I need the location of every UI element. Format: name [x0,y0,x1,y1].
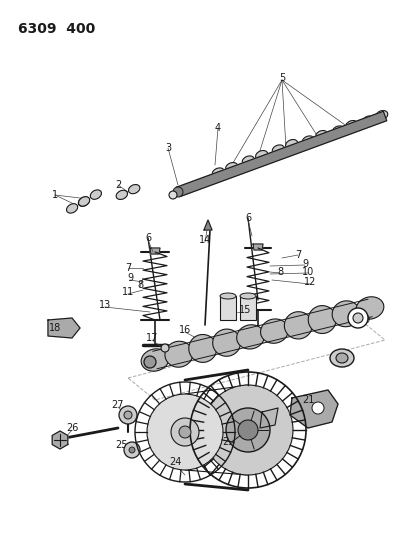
Bar [220,296,236,320]
Ellipse shape [67,204,78,213]
Text: 10: 10 [302,267,314,277]
Text: 20: 20 [339,353,351,363]
Ellipse shape [356,297,384,319]
Circle shape [353,313,363,323]
Circle shape [161,344,169,352]
Text: 17: 17 [146,333,158,343]
Circle shape [179,426,191,438]
Ellipse shape [261,319,288,343]
Ellipse shape [189,335,217,362]
Ellipse shape [90,190,102,199]
Ellipse shape [308,305,336,334]
Polygon shape [253,244,263,250]
Polygon shape [48,318,80,338]
Polygon shape [176,111,387,197]
Text: 22: 22 [256,417,268,427]
Ellipse shape [330,349,354,367]
Circle shape [119,406,137,424]
Text: 7: 7 [125,263,131,273]
Ellipse shape [78,197,89,206]
Polygon shape [52,431,68,449]
Circle shape [238,420,258,440]
Text: 25: 25 [116,440,128,450]
Ellipse shape [286,140,298,149]
Ellipse shape [237,325,264,349]
Polygon shape [204,220,212,230]
Text: 2: 2 [115,180,121,190]
Ellipse shape [332,126,344,135]
Circle shape [169,191,177,199]
Circle shape [129,447,135,453]
Ellipse shape [141,349,169,371]
Ellipse shape [129,184,140,193]
Ellipse shape [212,168,224,177]
Text: 6309  400: 6309 400 [18,22,95,36]
Circle shape [124,411,132,419]
Text: 6: 6 [245,213,251,223]
Text: 27: 27 [112,400,124,410]
Text: 6: 6 [145,233,151,243]
Text: 16: 16 [179,325,191,335]
Text: 9: 9 [302,259,308,269]
Circle shape [226,408,270,452]
Ellipse shape [213,329,241,356]
Ellipse shape [78,197,90,206]
Text: 8: 8 [277,267,283,277]
Ellipse shape [336,353,348,363]
Ellipse shape [242,156,255,165]
Ellipse shape [302,136,315,146]
Ellipse shape [226,163,238,172]
Circle shape [348,308,368,328]
Text: 12: 12 [304,277,316,287]
Circle shape [203,385,293,475]
Ellipse shape [116,190,128,199]
Text: 21: 21 [302,395,314,405]
Text: 1: 1 [52,190,58,200]
Text: 8: 8 [137,280,143,290]
Ellipse shape [165,341,193,367]
Polygon shape [290,390,338,428]
Polygon shape [150,248,160,254]
Ellipse shape [316,131,328,140]
Ellipse shape [220,293,236,299]
Circle shape [147,394,223,470]
Ellipse shape [346,120,358,130]
Ellipse shape [332,301,360,327]
Ellipse shape [284,312,312,339]
Text: 11: 11 [122,287,134,297]
Text: 24: 24 [169,457,181,467]
Circle shape [312,402,324,414]
Circle shape [124,442,140,458]
Ellipse shape [362,116,375,125]
Text: 5: 5 [279,73,285,83]
Ellipse shape [376,110,388,120]
Ellipse shape [255,150,268,160]
Circle shape [171,418,199,446]
Text: 15: 15 [239,305,251,315]
Text: 26: 26 [66,423,78,433]
Bar [240,296,256,320]
Text: 14: 14 [199,235,211,245]
Ellipse shape [272,145,284,155]
Text: 18: 18 [49,323,61,333]
Text: 23: 23 [222,437,234,447]
Text: 9: 9 [127,273,133,283]
Ellipse shape [173,187,183,197]
Polygon shape [260,408,278,428]
Ellipse shape [240,293,256,299]
Text: 13: 13 [99,300,111,310]
Text: 4: 4 [215,123,221,133]
Text: 3: 3 [165,143,171,153]
Text: 19: 19 [359,315,371,325]
Text: 7: 7 [295,250,301,260]
Ellipse shape [144,356,156,368]
